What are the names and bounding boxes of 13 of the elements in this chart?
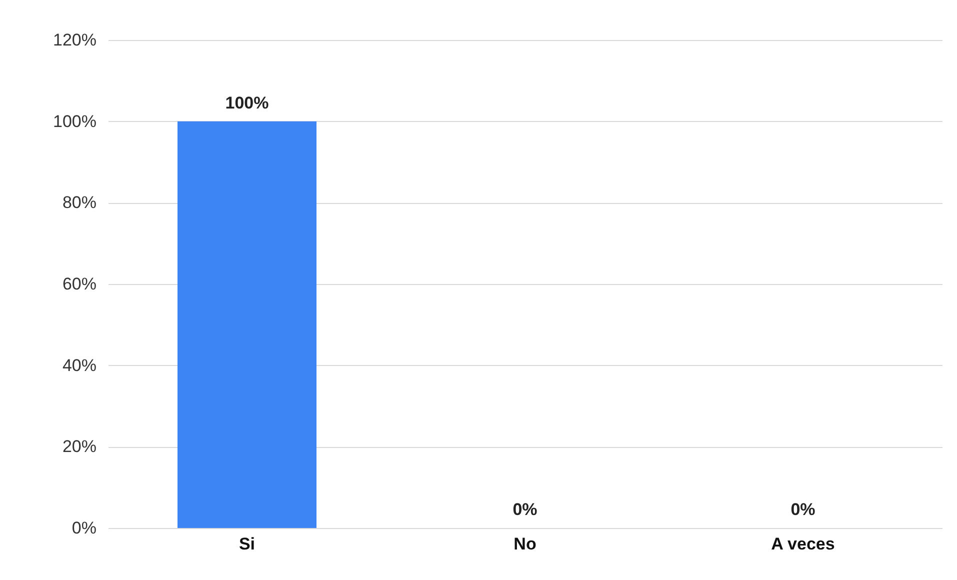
y-tick-label: 60%	[62, 274, 96, 294]
y-tick-label: 0%	[72, 518, 96, 538]
x-tick-label: A veces	[771, 534, 835, 554]
x-tick-label: Si	[238, 534, 256, 554]
y-tick-label: 100%	[53, 112, 96, 131]
y-tick-label: 120%	[53, 30, 96, 50]
y-tick-label: 80%	[62, 193, 96, 212]
text: 0%	[790, 500, 816, 519]
y-tick-label: 20%	[62, 437, 96, 456]
text: 0%	[512, 500, 538, 519]
text: 100%	[225, 93, 269, 112]
y-tick-label: 40%	[62, 356, 96, 375]
x-tick-label: No	[514, 534, 536, 554]
